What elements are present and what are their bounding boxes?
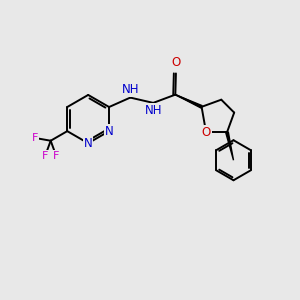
- Text: F: F: [42, 151, 48, 161]
- Text: O: O: [202, 126, 211, 139]
- Polygon shape: [226, 132, 233, 160]
- Polygon shape: [175, 94, 202, 108]
- Text: O: O: [171, 56, 181, 69]
- Text: F: F: [32, 133, 38, 143]
- Text: N: N: [105, 125, 113, 138]
- Text: F: F: [53, 151, 59, 161]
- Text: N: N: [84, 137, 92, 150]
- Text: NH: NH: [145, 104, 163, 117]
- Text: NH: NH: [122, 83, 139, 96]
